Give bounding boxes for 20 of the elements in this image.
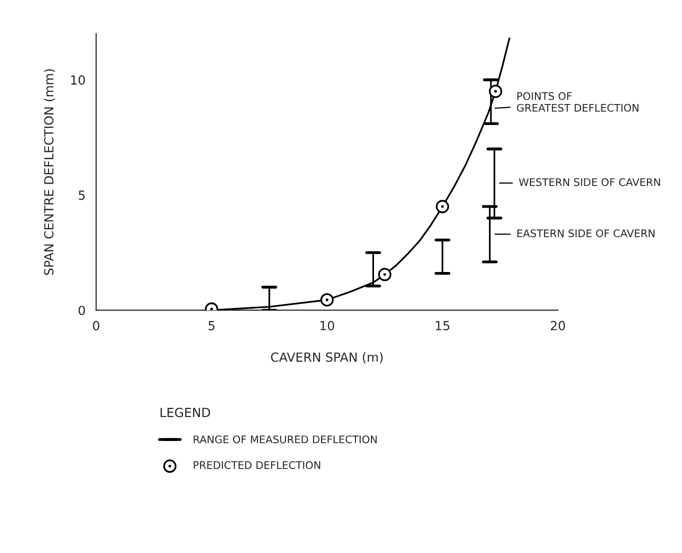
legend-label: PREDICTED DEFLECTION [194,461,320,470]
point [320,293,334,307]
annotation: POINTS OF GREATEST DEFLECTION [516,92,638,112]
y-tick-label: 5 [78,190,85,200]
x-tick-label: 15 [436,321,450,330]
x-tick-label: 0 [93,320,100,330]
x-tick-label: 10 [320,320,334,330]
point [378,268,392,282]
x-tick-label: 5 [208,321,214,330]
legend-label: RANGE OF MEASURED DEFLECTION [194,435,377,444]
legend-title: LEGEND [160,408,210,418]
point [436,200,450,214]
x-tick-label: 20 [550,320,565,330]
annotation: WESTERN SIDE OF CAVERN [518,178,660,186]
annotation: EASTERN SIDE OF CAVERN [517,229,654,238]
x-axis-title: CAVERN SPAN (m) [271,352,383,364]
y-axis-title: SPAN CENTRE DEFLECTION (mm) [44,69,55,275]
y-tick-label: 0 [78,306,85,316]
y-tick-label: 10 [71,75,85,85]
point [488,84,502,98]
